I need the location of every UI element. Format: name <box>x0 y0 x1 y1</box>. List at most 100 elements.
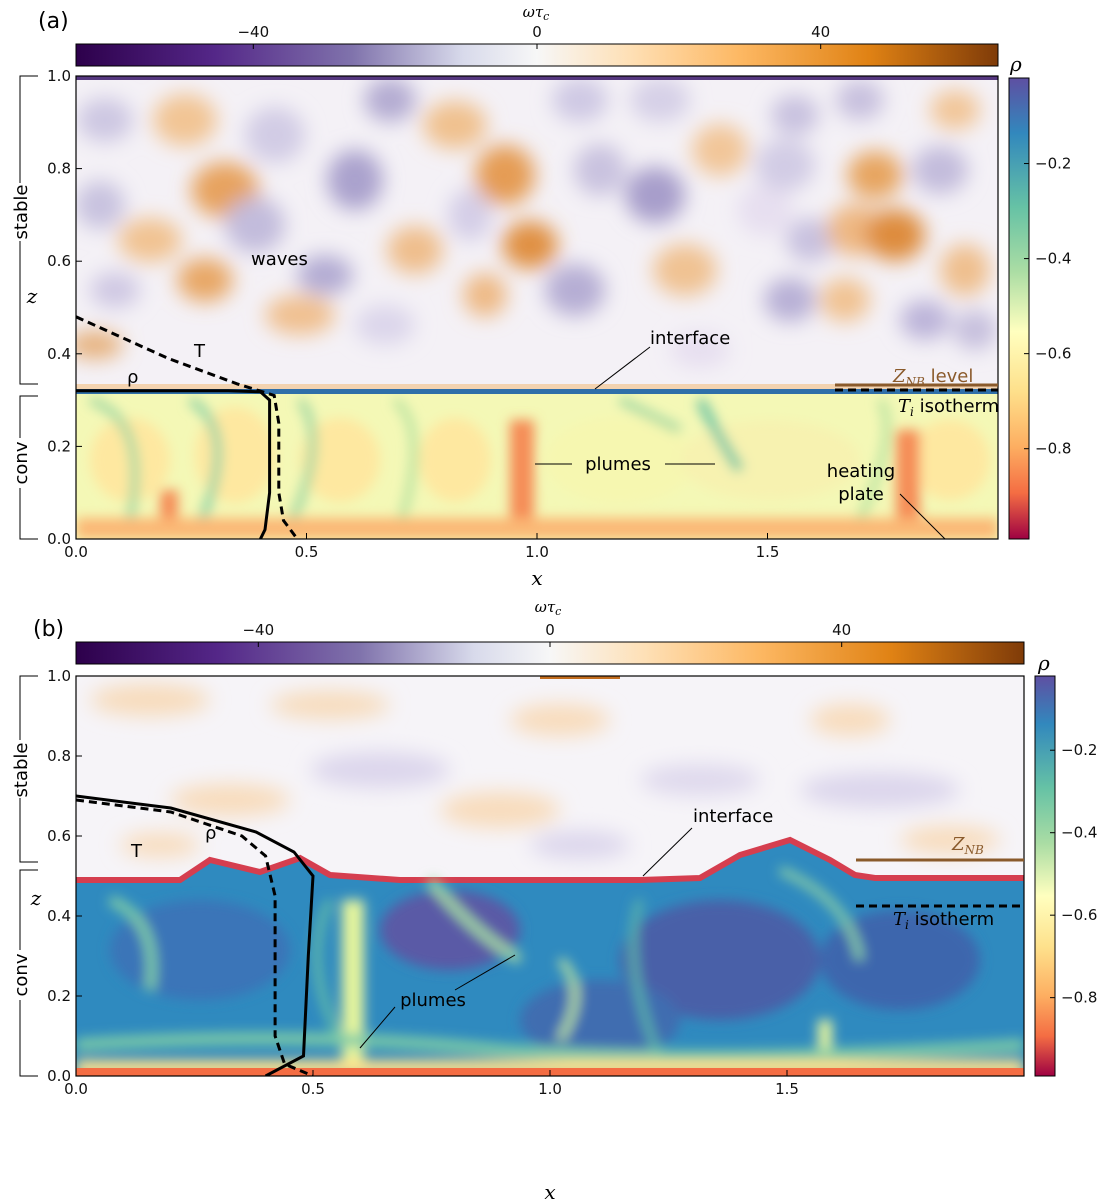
x-tick-label: 0.0 <box>64 543 88 561</box>
panel-b-right-colorbar: ρ −0.2 −0.4 −0.6 −0.8 <box>1034 651 1097 1077</box>
panel-b-field <box>76 676 1024 1076</box>
panel-b-xlabel: x <box>544 1180 555 1204</box>
panel-a-interface-pointer <box>594 346 651 390</box>
panel-b-right-colorbar-label: ρ <box>1037 651 1050 675</box>
panel-b-interface-pointer <box>642 827 693 877</box>
panel-b-T-label: T <box>130 841 143 862</box>
panel-a-convection-cells <box>76 396 998 539</box>
panel-b-top-colorbar: ωτc −40 0 40 <box>75 598 1025 665</box>
panel-b-conv-label: conv <box>11 953 32 996</box>
panel-a-top-edge <box>76 76 998 80</box>
colorbar-right-tick-label: −0.4 <box>1035 250 1071 268</box>
panel-a-top-colorbar: ωτc −40 0 40 <box>75 3 999 67</box>
panel-a-Ti-label: Ti isotherm <box>898 396 999 419</box>
colorbar-right-tick-label: −0.4 <box>1061 824 1097 842</box>
y-tick-label: 1.0 <box>47 667 71 685</box>
panel-a-ylabel: z <box>26 284 38 308</box>
panel-b-plumes-pointer-left <box>359 1006 396 1049</box>
colorbar-right-tick-label: −0.2 <box>1035 155 1071 173</box>
panel-a-T-label: T <box>193 341 206 362</box>
panel-a-top-colorbar-label: ωτc <box>523 3 550 23</box>
panel-b-rho-profile <box>76 794 315 1076</box>
panel-a-heating-label: heating <box>827 461 895 482</box>
panel-a-overlays <box>76 315 998 539</box>
y-tick-label: 0.6 <box>47 252 71 270</box>
panel-b-x-ticks: 0.0 0.5 1.0 1.5 <box>64 1070 799 1098</box>
panel-b-T-profile <box>76 798 314 1076</box>
x-tick-label: 1.0 <box>538 1080 562 1098</box>
panel-a-plumes-label: plumes <box>585 454 651 475</box>
panel-b-right-colorbar-gradient <box>1034 675 1056 1077</box>
y-tick-label: 1.0 <box>47 67 71 85</box>
colorbar-right-tick-label: −0.8 <box>1035 440 1071 458</box>
colorbar-top-tick-label: −40 <box>237 23 269 41</box>
x-tick-label: 1.0 <box>525 543 549 561</box>
panel-a-top-colorbar-ticks: −40 0 40 <box>237 23 830 49</box>
panel-a-y-ticks: 0.0 0.2 0.4 0.6 0.8 1.0 <box>47 67 82 548</box>
panel-a-rho-profile <box>76 389 272 539</box>
panel-a-zone-brackets: stable conv <box>11 75 38 540</box>
x-tick-label: 1.5 <box>775 1080 799 1098</box>
x-tick-label: 0.0 <box>64 1080 88 1098</box>
panel-b-label: (b) <box>33 617 64 642</box>
panel-a-ZNB-label: ZNB level <box>892 366 973 389</box>
panel-a-x-ticks: 0.0 0.5 1.0 1.5 <box>64 533 779 561</box>
x-tick-label: 0.5 <box>301 1080 325 1098</box>
panel-a-conv-label: conv <box>11 441 32 484</box>
x-tick-label: 0.5 <box>295 543 319 561</box>
colorbar-top-tick-label: 0 <box>532 23 542 41</box>
x-tick-label: 1.5 <box>756 543 780 561</box>
panel-b-y-ticks: 0.0 0.2 0.4 0.6 0.8 1.0 <box>47 667 82 1085</box>
y-tick-label: 0.2 <box>47 437 71 455</box>
panel-a-rho-label: ρ <box>127 367 138 388</box>
colorbar-right-tick-label: −0.2 <box>1061 741 1097 759</box>
y-tick-label: 0.2 <box>47 987 71 1005</box>
panel-b-ZNB-label: ZNB <box>951 834 984 857</box>
y-tick-label: 0.0 <box>47 1067 71 1085</box>
panel-b-right-colorbar-ticks: −0.2 −0.4 −0.6 −0.8 <box>1050 741 1097 1007</box>
panel-a: (a) ωτc −40 0 40 <box>11 3 1071 590</box>
panel-b-interface-edge <box>76 836 1024 883</box>
panel-a-xlabel: x <box>531 566 542 590</box>
panel-a-interface-label: interface <box>650 328 730 349</box>
colorbar-right-tick-label: −0.6 <box>1061 906 1097 924</box>
panel-b-ylabel: z <box>30 886 42 910</box>
colorbar-right-tick-label: −0.6 <box>1035 345 1071 363</box>
panel-b: (b) ωτc −40 0 40 <box>11 598 1097 1204</box>
panel-b-top-colorbar-ticks: −40 0 40 <box>242 621 851 647</box>
panel-a-right-colorbar-label: ρ <box>1009 52 1022 76</box>
panel-b-overlays <box>76 794 1024 1076</box>
panel-a-waves-label: waves <box>251 249 308 270</box>
panel-b-stable-label: stable <box>11 743 32 798</box>
panel-a-wave-blobs <box>76 78 997 368</box>
panel-a-interface-band <box>76 389 998 394</box>
panel-b-interface-label: interface <box>693 806 773 827</box>
colorbar-top-tick-label: 40 <box>811 23 830 41</box>
y-tick-label: 0.8 <box>47 160 71 178</box>
panel-a-label: (a) <box>38 9 69 34</box>
y-tick-label: 0.4 <box>47 345 71 363</box>
panel-b-rho-label: ρ <box>205 823 216 844</box>
colorbar-top-tick-label: −40 <box>242 621 274 639</box>
panel-b-top-edge-mark <box>540 676 620 679</box>
y-tick-label: 0.0 <box>47 530 71 548</box>
y-tick-label: 0.8 <box>47 747 71 765</box>
panel-a-field <box>76 76 998 539</box>
panel-a-T-profile <box>76 315 299 539</box>
panel-a-right-colorbar: ρ −0.2 −0.4 −0.6 −0.8 <box>1008 52 1071 540</box>
panel-a-interface-top <box>76 384 998 389</box>
y-tick-label: 0.6 <box>47 827 71 845</box>
panel-a-heating-pointer <box>899 493 946 539</box>
panel-b-top-colorbar-label: ωτc <box>535 598 562 618</box>
panel-b-wave-blobs <box>90 684 1000 859</box>
panel-a-stable-label: stable <box>11 185 32 240</box>
colorbar-top-tick-label: 0 <box>545 621 555 639</box>
panel-a-plate-label: plate <box>838 484 884 505</box>
panel-b-zone-brackets: stable conv <box>11 675 38 1077</box>
y-tick-label: 0.4 <box>47 907 71 925</box>
colorbar-top-tick-label: 40 <box>832 621 851 639</box>
colorbar-right-tick-label: −0.8 <box>1061 989 1097 1007</box>
panel-b-plumes-pointer-right <box>454 954 516 991</box>
panel-b-Ti-label: Ti isotherm <box>893 909 994 932</box>
